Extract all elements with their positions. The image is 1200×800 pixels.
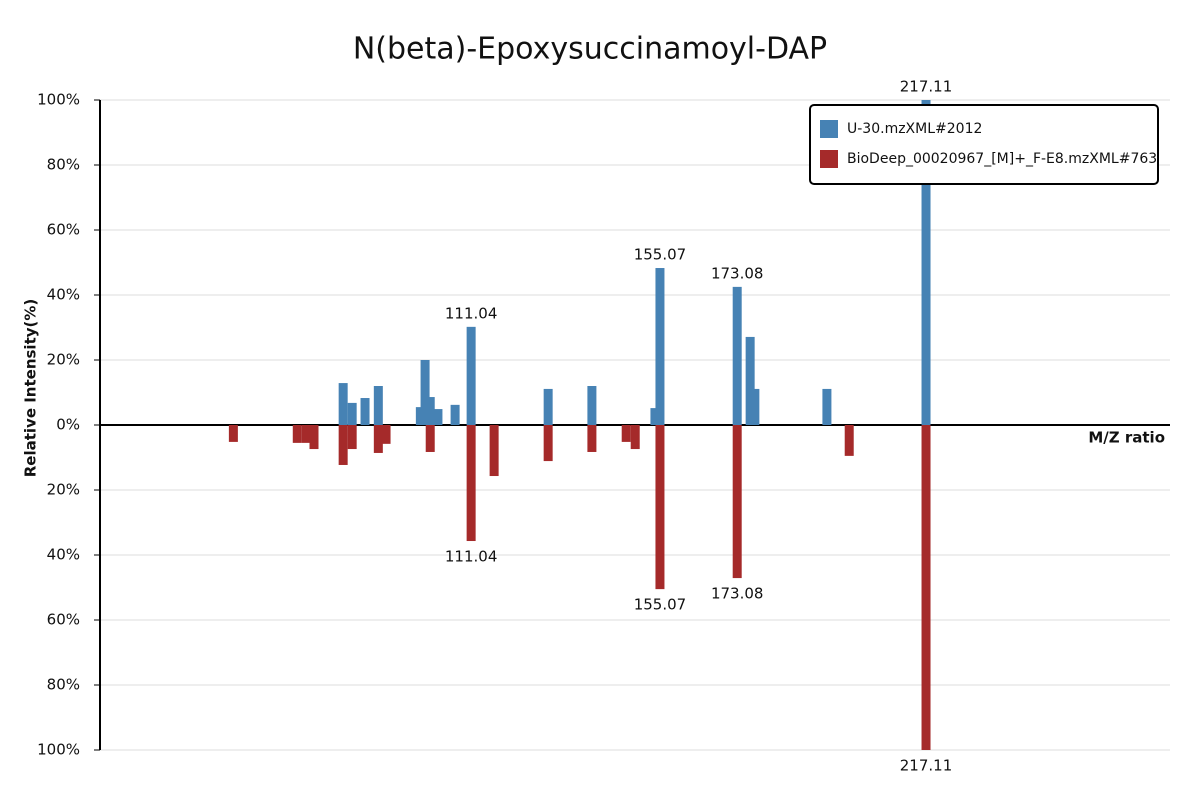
- y-tick-label: 20%: [47, 481, 80, 499]
- bar: [373, 425, 383, 453]
- y-tick-label: 40%: [47, 286, 80, 304]
- bar: [921, 100, 931, 425]
- bar: [655, 425, 665, 590]
- bar: [655, 268, 665, 425]
- chart-title: N(beta)-Epoxysuccinamoyl-DAP: [353, 32, 827, 67]
- bar: [543, 388, 553, 425]
- peak-label: 111.04: [445, 304, 498, 322]
- legend-box: [809, 104, 1159, 185]
- bar: [745, 336, 755, 425]
- bar: [292, 425, 302, 443]
- legend-swatch: [820, 120, 838, 138]
- x-axis-label: M/Z ratio: [1088, 429, 1165, 447]
- bar: [347, 425, 357, 450]
- bar: [433, 409, 443, 425]
- bar: [844, 425, 854, 456]
- peak-label: 155.07: [634, 596, 687, 614]
- y-axis-label: Relative Intensity(%): [22, 299, 40, 478]
- bar: [587, 425, 597, 452]
- y-tick-label: 100%: [37, 741, 80, 759]
- y-tick-label: 20%: [47, 351, 80, 369]
- bar: [732, 425, 742, 579]
- legend-label: U-30.mzXML#2012: [847, 121, 982, 137]
- bar: [425, 397, 435, 425]
- bar: [650, 408, 660, 425]
- peak-label: 155.07: [634, 246, 687, 264]
- bar: [466, 326, 476, 425]
- bar: [587, 386, 597, 425]
- peak-label: 217.11: [900, 78, 953, 96]
- y-tick-label: 60%: [47, 611, 80, 629]
- bar: [420, 360, 430, 425]
- peak-label: 217.11: [900, 757, 953, 775]
- bar: [621, 425, 631, 442]
- bar: [228, 425, 238, 442]
- y-tick-label: 80%: [47, 676, 80, 694]
- bar: [338, 425, 348, 465]
- y-tick-label: 40%: [47, 546, 80, 564]
- bar: [489, 425, 499, 477]
- y-tick-label: 80%: [47, 156, 80, 174]
- peak-label: 173.08: [711, 585, 764, 603]
- bar: [338, 383, 348, 425]
- bar: [425, 425, 435, 452]
- bar: [543, 425, 553, 462]
- bar: [360, 398, 370, 425]
- peak-label: 173.08: [711, 264, 764, 282]
- bar: [415, 407, 425, 425]
- bar: [381, 425, 391, 444]
- peak-label: 111.04: [445, 548, 498, 566]
- bar: [309, 425, 319, 450]
- bar: [750, 388, 760, 425]
- legend-swatch: [820, 150, 838, 168]
- bar: [373, 386, 383, 425]
- legend-label: BioDeep_00020967_[M]+_F-E8.mzXML#763: [847, 151, 1157, 167]
- y-tick-label: 100%: [37, 91, 80, 109]
- bar: [301, 425, 311, 443]
- bar: [466, 425, 476, 542]
- bar: [921, 425, 931, 750]
- y-tick-label: 60%: [47, 221, 80, 239]
- bar: [822, 388, 832, 425]
- bar: [732, 286, 742, 425]
- bar: [347, 402, 357, 425]
- bar: [630, 425, 640, 450]
- bar: [450, 404, 460, 425]
- y-tick-label: 0%: [56, 416, 80, 434]
